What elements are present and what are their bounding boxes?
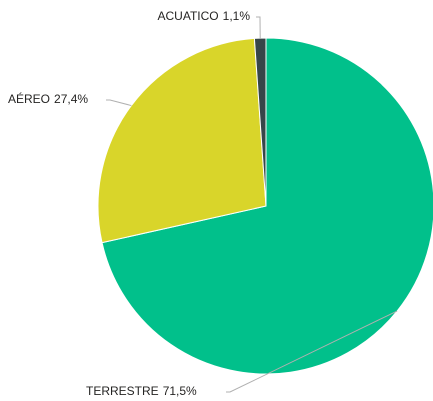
slice-label: ACUATICO 1,1%: [158, 9, 251, 23]
leader-line: [106, 99, 132, 107]
slice-name: TERRESTRE: [86, 384, 159, 398]
slice-name: AÉREO: [8, 91, 50, 106]
pie-slice: [253, 37, 267, 207]
pie-slice: [101, 37, 433, 375]
slice-value: 27,4%: [54, 92, 88, 106]
leader-line: [226, 310, 398, 393]
leader-line: [256, 16, 261, 39]
slice-label: TERRESTRE 71,5%: [86, 384, 197, 398]
slice-value: 1,1%: [223, 9, 251, 23]
slice-value: 71,5%: [163, 384, 197, 398]
slice-name: ACUATICO: [158, 9, 219, 23]
slice-label: AÉREO 27,4%: [8, 91, 88, 106]
pie-slice: [97, 37, 267, 244]
